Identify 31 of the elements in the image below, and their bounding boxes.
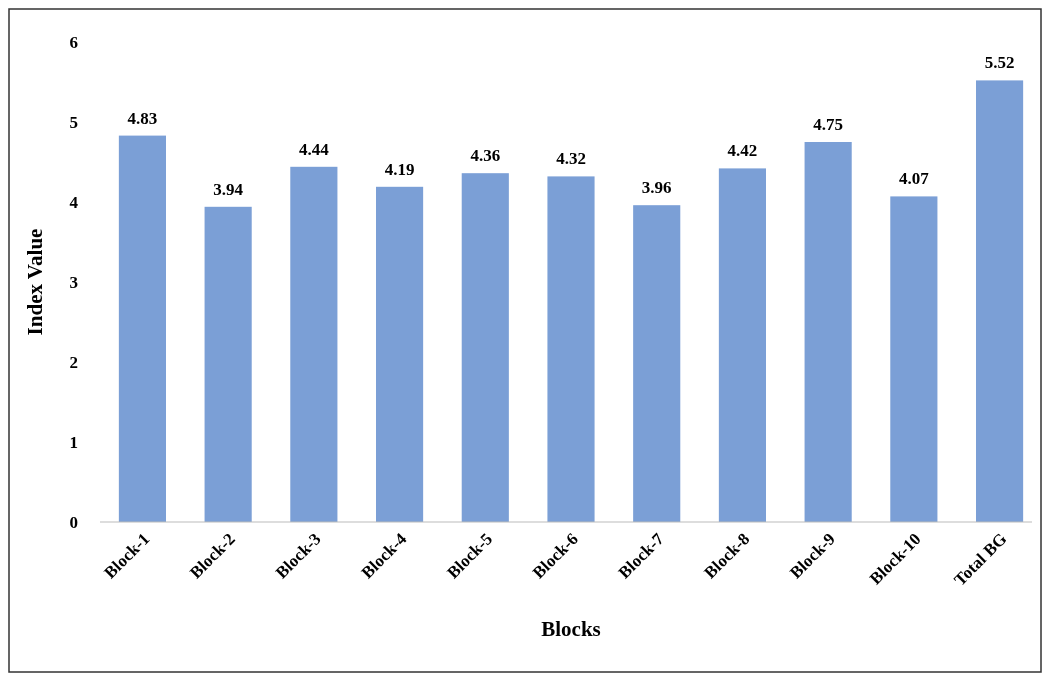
y-axis-title: Index Value xyxy=(23,228,47,336)
bar xyxy=(547,176,595,522)
data-label: 5.52 xyxy=(984,53,1015,73)
data-label: 3.96 xyxy=(641,178,672,198)
y-tick-label: 4 xyxy=(69,192,79,212)
data-label: 4.44 xyxy=(298,139,330,159)
bar xyxy=(976,80,1024,522)
bar xyxy=(290,166,338,522)
data-label: 4.32 xyxy=(556,149,586,169)
y-tick-label: 1 xyxy=(69,432,78,452)
bar xyxy=(118,135,166,522)
bar xyxy=(718,168,766,522)
data-label: 4.07 xyxy=(898,169,930,189)
data-label: 4.36 xyxy=(470,146,501,166)
y-tick-label: 5 xyxy=(69,112,78,132)
data-label: 4.83 xyxy=(127,108,158,128)
data-label: 4.42 xyxy=(727,141,758,161)
data-label: 4.19 xyxy=(384,159,415,179)
data-label: 3.94 xyxy=(213,179,244,199)
data-label: 4.75 xyxy=(813,115,844,134)
bar xyxy=(461,173,509,522)
bar xyxy=(804,142,852,522)
bar xyxy=(376,186,424,522)
bar xyxy=(204,206,252,522)
bar xyxy=(890,196,938,522)
y-tick-label: 3 xyxy=(69,272,78,292)
y-tick-label: 6 xyxy=(69,32,78,52)
y-tick-label: 0 xyxy=(69,512,78,532)
bar xyxy=(633,205,681,522)
y-tick-label: 2 xyxy=(69,352,78,372)
x-axis-title: Blocks xyxy=(541,617,601,641)
